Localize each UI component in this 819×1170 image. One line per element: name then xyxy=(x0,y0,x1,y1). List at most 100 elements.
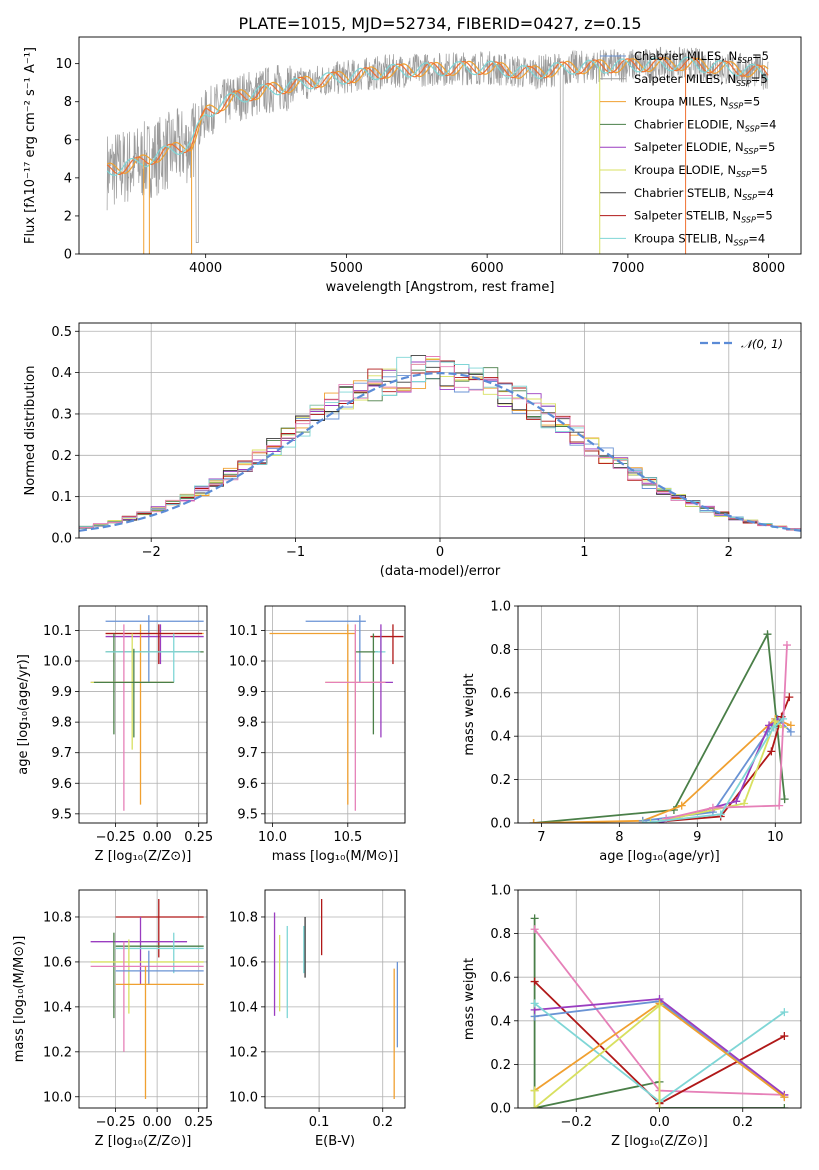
y-tick-label: 0.8 xyxy=(490,643,511,658)
series-chabrier-elodie xyxy=(533,631,786,823)
data-point-marker xyxy=(530,977,539,986)
x-tick-label: 8 xyxy=(615,830,623,845)
histogram-chabrier-stelib xyxy=(79,355,801,530)
y-tick-label: 9.5 xyxy=(237,807,258,822)
y-tick-label: 6 xyxy=(64,133,72,148)
data-point-marker xyxy=(779,714,788,723)
legend-entry: 𝒩(0, 1) xyxy=(741,337,783,351)
y-tick-label: 10.6 xyxy=(43,955,72,970)
spectrum-legend: Chabrier MILES, NSSP=5 Salpeter MILES, NS… xyxy=(600,49,776,247)
data-point-marker xyxy=(780,1032,789,1041)
data-point-marker xyxy=(662,814,671,823)
data-point-marker xyxy=(765,721,774,730)
x-axis-label: mass [log₁₀(M/M⊙)] xyxy=(272,849,399,864)
series-kroupa-elodie xyxy=(533,1003,661,1108)
y-tick-label: 10.6 xyxy=(229,955,258,970)
panel-age_vs_Z: −0.25 0.00 0.25 9.5 9.6 9.7 9.8 9.9 10.0 10.1 Z [l… xyxy=(16,605,213,864)
y-tick-label: 10 xyxy=(55,57,72,72)
axes-frame xyxy=(78,889,208,1109)
panel-mass_vs_Z: −0.25 0.00 0.25 10.0 10.2 10.4 10.6 10.8 Z [log₁… xyxy=(12,889,213,1149)
series-kroupa-stelib xyxy=(642,718,784,823)
axes-frame xyxy=(517,605,802,824)
y-tick-label: 4 xyxy=(64,171,72,186)
panel-mass_vs_ebv: 0.1 0.2 10.0 10.2 10.4 10.6 10.8 E(B-V) xyxy=(229,889,406,1149)
plot-area xyxy=(269,615,404,811)
x-tick-label: 8000 xyxy=(752,261,785,276)
y-tick-label: 0.3 xyxy=(51,407,72,422)
y-tick-label: 0.5 xyxy=(51,325,72,340)
data-point-marker xyxy=(529,819,538,823)
x-tick-label: 7000 xyxy=(611,261,644,276)
data-point-marker xyxy=(771,717,780,726)
x-tick-label: 0.00 xyxy=(143,1115,172,1130)
y-tick-label: 10.4 xyxy=(229,1000,258,1015)
data-point-marker xyxy=(655,1104,664,1108)
y-tick-label: 10.4 xyxy=(43,1000,72,1015)
x-axis-label: Z [log₁₀(Z/Z⊙)] xyxy=(95,1134,192,1149)
legend-entry: Chabrier ELODIE, NSSP=4 xyxy=(634,117,776,133)
x-axis-label: age [log₁₀(age/yr)] xyxy=(599,849,720,864)
data-point-marker xyxy=(638,819,647,823)
histogram-extra_pink xyxy=(79,356,801,530)
panel-spectrum: 4000 5000 6000 7000 8000 0 2 4 6 8 10 wavelength [A… xyxy=(23,36,802,295)
y-tick-label: 0.2 xyxy=(490,1058,511,1073)
y-tick-label: 0.4 xyxy=(490,730,511,745)
y-tick-label: 10.0 xyxy=(43,1090,72,1105)
axes-frame xyxy=(78,605,208,824)
y-tick-label: 9.6 xyxy=(237,777,258,792)
x-tick-label: 4000 xyxy=(189,261,222,276)
errorbar-point xyxy=(115,966,204,1100)
plot-area xyxy=(530,914,789,1108)
plot-area xyxy=(106,46,769,254)
data-point-marker xyxy=(785,693,794,702)
y-tick-label: 0.4 xyxy=(51,366,72,381)
y-tick-label: 0.2 xyxy=(490,773,511,788)
data-point-marker xyxy=(530,999,539,1008)
y-tick-label: 9.9 xyxy=(51,685,72,700)
y-tick-label: 0.6 xyxy=(490,971,511,986)
errorbar-point xyxy=(105,624,203,665)
figure-title: PLATE=1015, MJD=52734, FIBERID=0427, z=0… xyxy=(238,14,641,33)
y-tick-label: 9.5 xyxy=(51,807,72,822)
data-point-marker xyxy=(780,1008,789,1017)
data-point-marker xyxy=(530,925,539,934)
legend-entry: Salpeter ELODIE, NSSP=5 xyxy=(634,140,775,156)
axes-frame xyxy=(264,605,406,824)
legend-entry: Salpeter MILES, NSSP=5 xyxy=(634,72,768,88)
y-tick-label: 10.0 xyxy=(229,1090,258,1105)
data-point-marker xyxy=(530,1104,539,1108)
data-point-marker xyxy=(769,723,778,732)
x-tick-label: 0.25 xyxy=(184,830,213,845)
x-tick-label: 0.0 xyxy=(649,1115,670,1130)
legend-entry: Kroupa STELIB, NSSP=4 xyxy=(634,231,765,247)
x-tick-label: 7 xyxy=(537,830,545,845)
axes-frame xyxy=(264,889,406,1109)
x-tick-label: 10 xyxy=(767,830,784,845)
y-axis-label: Normed distribution xyxy=(23,366,38,496)
panel-residuals: −2 −1 0 1 2 0.0 0.1 0.2 0.3 0.4 0.5 (data-model)/er… xyxy=(23,322,802,579)
plot-area xyxy=(529,630,795,823)
errorbar-point xyxy=(113,932,204,1019)
y-tick-label: 9.8 xyxy=(237,716,258,731)
series-model-kroupa-stelib xyxy=(106,56,769,177)
series-model-kroupa-miles xyxy=(106,56,769,174)
errorbar-point xyxy=(90,941,204,1052)
x-axis-label: Z [log₁₀(Z/Z⊙)] xyxy=(611,1134,708,1149)
y-tick-label: 0.4 xyxy=(490,1014,511,1029)
y-tick-label: 10.2 xyxy=(229,1045,258,1060)
x-tick-label: 0 xyxy=(436,545,444,560)
data-point-marker xyxy=(655,1001,664,1010)
y-tick-label: 10.0 xyxy=(43,655,72,670)
data-point-marker xyxy=(708,803,717,812)
data-point-marker xyxy=(780,1104,789,1108)
y-tick-label: 10.1 xyxy=(229,624,258,639)
errorbar-point xyxy=(105,633,201,683)
data-point-marker xyxy=(677,801,686,810)
data-point-marker xyxy=(530,914,539,923)
y-axis-label: Flux [fλ10⁻¹⁷ erg cm⁻² s⁻¹ A⁻¹] xyxy=(23,47,38,244)
y-tick-label: 0 xyxy=(64,248,72,263)
y-axis-label: mass weight xyxy=(462,958,477,1040)
errorbar-point xyxy=(374,633,386,683)
x-tick-label: −2 xyxy=(142,545,161,560)
